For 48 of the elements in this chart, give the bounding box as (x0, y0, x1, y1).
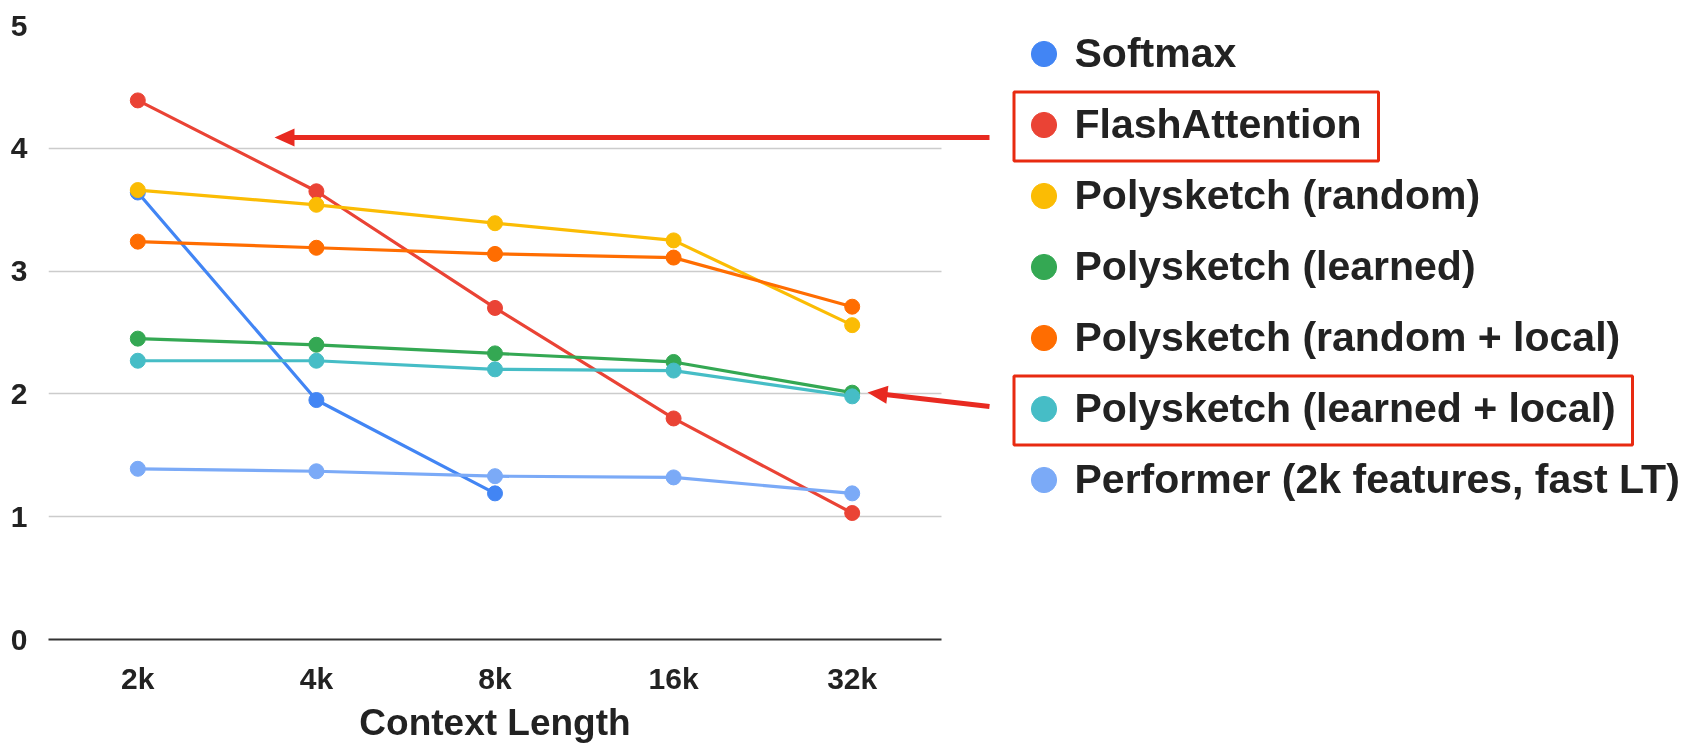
point (129, 233, 146, 250)
y-tick-label: 0 (10, 622, 28, 656)
point (487, 485, 503, 502)
legend-label: Polysketch (random) (1074, 170, 1481, 220)
point (665, 410, 682, 427)
point (844, 485, 861, 502)
point (308, 183, 325, 200)
legend-label: Softmax (1074, 28, 1237, 78)
point (308, 239, 325, 256)
y-tick-label: 5 (10, 8, 28, 42)
point (129, 352, 146, 369)
y-tick-label: 2 (10, 376, 28, 410)
legend-label: FlashAttention (1074, 99, 1362, 149)
x-tick-label: 8k (478, 661, 512, 695)
point (844, 505, 861, 521)
point (487, 345, 503, 362)
point (129, 460, 146, 477)
legend-label: Polysketch (learned + local) (1074, 383, 1616, 433)
point (665, 469, 682, 486)
point (308, 352, 325, 369)
legend-label: Performer (2k features, fast LT) (1074, 454, 1680, 504)
point (308, 392, 325, 409)
point (665, 362, 682, 379)
point (487, 361, 503, 378)
point (308, 336, 325, 353)
point (844, 317, 861, 334)
point (487, 468, 503, 485)
point (665, 249, 682, 266)
x-tick-label: 16k (648, 661, 699, 695)
x-tick-label: 32k (827, 661, 878, 695)
x-tick-label: 4k (299, 661, 334, 695)
point (308, 196, 325, 213)
y-tick-label: 1 (10, 499, 28, 533)
point (487, 215, 503, 232)
point (129, 330, 146, 347)
x-tick-label: 2k (121, 661, 155, 695)
point (308, 463, 325, 480)
legend-label: Polysketch (learned) (1074, 241, 1476, 291)
point (844, 298, 861, 315)
y-tick-label: 4 (10, 131, 28, 165)
point (487, 299, 503, 316)
point (665, 232, 682, 249)
y-tick-label: 3 (10, 254, 28, 288)
point (487, 245, 503, 262)
x-axis-title: Context Length (359, 701, 631, 743)
point (129, 92, 146, 109)
legend-label: Polysketch (random + local) (1074, 312, 1621, 362)
point (844, 388, 861, 405)
